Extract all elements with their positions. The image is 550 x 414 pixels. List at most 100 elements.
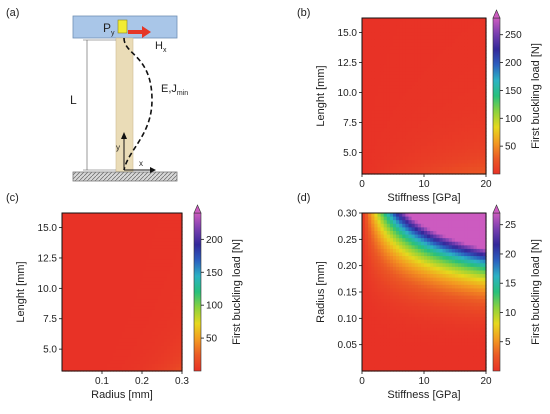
heatmap-cell <box>131 324 135 329</box>
heatmap-cell <box>448 302 453 307</box>
heatmap-cell <box>414 142 419 147</box>
heatmap-cell <box>461 152 465 157</box>
heatmap-cell <box>455 342 459 347</box>
heatmap-cell <box>86 234 90 239</box>
heatmap-cell <box>445 338 450 343</box>
heatmap-cell <box>101 320 105 325</box>
heatmap-cell <box>380 156 385 161</box>
heatmap-cell <box>368 220 372 225</box>
heatmap-cell <box>445 113 450 118</box>
heatmap-cell <box>430 213 434 218</box>
heatmap-cell <box>380 263 385 268</box>
heatmap-cell <box>389 299 394 304</box>
heatmap-cell <box>134 363 138 369</box>
heatmap-cell <box>122 241 126 246</box>
heatmap-cell <box>374 135 379 140</box>
heatmap-cell <box>68 317 72 322</box>
heatmap-cell <box>464 18 468 23</box>
heatmap-cell <box>455 106 459 111</box>
heatmap-cell <box>371 274 375 279</box>
heatmap-cell <box>149 349 153 354</box>
heatmap-cell <box>386 124 391 129</box>
heatmap-cell <box>383 53 388 58</box>
heatmap-cell <box>433 145 437 150</box>
heatmap-cell <box>389 21 394 26</box>
heatmap-cell <box>173 281 177 286</box>
heatmap-cell <box>74 238 78 243</box>
heatmap-cell <box>414 71 419 76</box>
heatmap-cell <box>152 363 156 369</box>
heatmap-cell <box>170 223 174 228</box>
heatmap-cell <box>461 117 465 122</box>
heatmap-cell <box>89 335 93 340</box>
heatmap-cell <box>134 281 138 286</box>
heatmap-cell <box>386 309 391 315</box>
heatmap-cell <box>134 220 138 225</box>
heatmap-cell <box>149 284 153 290</box>
heatmap-cell <box>80 309 84 315</box>
heatmap-cell <box>436 281 441 286</box>
heatmap-cell <box>161 345 165 351</box>
heatmap-cell <box>380 103 385 108</box>
heatmap-cell <box>448 338 453 343</box>
heatmap-cell <box>408 149 413 154</box>
heatmap-cell <box>86 324 90 329</box>
heatmap-cell <box>143 353 147 358</box>
heatmap-cell <box>417 342 422 347</box>
heatmap-cell <box>427 256 431 261</box>
heatmap-cell <box>89 288 93 293</box>
heatmap-cell <box>402 281 406 286</box>
heatmap-cell <box>455 274 459 279</box>
heatmap-cell <box>374 21 379 26</box>
heatmap-cell <box>83 360 87 365</box>
heatmap-cell <box>414 213 419 218</box>
heatmap-cell <box>467 35 472 40</box>
heatmap-cell <box>436 35 441 40</box>
heatmap-cell <box>74 213 78 218</box>
heatmap-cell <box>393 99 397 104</box>
heatmap-cell <box>448 292 453 297</box>
heatmap-cell <box>128 345 132 351</box>
heatmap-cell <box>433 281 437 286</box>
heatmap-cell <box>399 266 403 272</box>
heatmap-cell <box>149 266 153 272</box>
heatmap-cell <box>86 281 90 286</box>
heatmap-cell <box>393 320 397 325</box>
heatmap-cell <box>86 270 90 275</box>
heatmap-cell <box>470 92 475 97</box>
heatmap-cell <box>107 270 111 275</box>
heatmap-cell <box>161 335 165 340</box>
heatmap-cell <box>439 252 444 257</box>
heatmap-cell <box>393 213 397 218</box>
heatmap-cell <box>411 60 416 65</box>
heatmap-cell <box>439 327 444 333</box>
heatmap-cell <box>451 127 456 133</box>
heatmap-cell <box>140 338 144 343</box>
heatmap-cell <box>436 216 441 221</box>
heatmap-cell <box>476 117 481 122</box>
heatmap-cell <box>445 353 450 358</box>
heatmap-cell <box>140 223 144 228</box>
heatmap-cell <box>86 363 90 369</box>
heatmap-cell <box>439 127 444 133</box>
heatmap-cell <box>377 67 382 72</box>
heatmap-cell <box>176 331 180 336</box>
heatmap-cell <box>408 317 413 322</box>
heatmap-cell <box>149 338 153 343</box>
heatmap-cell <box>137 270 141 275</box>
heatmap-cell <box>149 331 153 336</box>
heatmap-cell <box>122 270 126 275</box>
heatmap-cell <box>83 252 87 257</box>
heatmap-cell <box>427 74 431 79</box>
heatmap-cell <box>173 335 177 340</box>
heatmap-cell <box>113 360 117 365</box>
heatmap-cell <box>146 299 150 304</box>
heatmap-cell <box>467 99 472 104</box>
heatmap-cell <box>405 220 410 225</box>
heatmap-cell <box>383 67 388 72</box>
axis-x-arrowhead <box>150 167 156 173</box>
heatmap-cell <box>427 32 431 37</box>
heatmap-cell <box>473 25 478 30</box>
heatmap-cell <box>430 53 434 58</box>
heatmap-cell <box>173 216 177 221</box>
